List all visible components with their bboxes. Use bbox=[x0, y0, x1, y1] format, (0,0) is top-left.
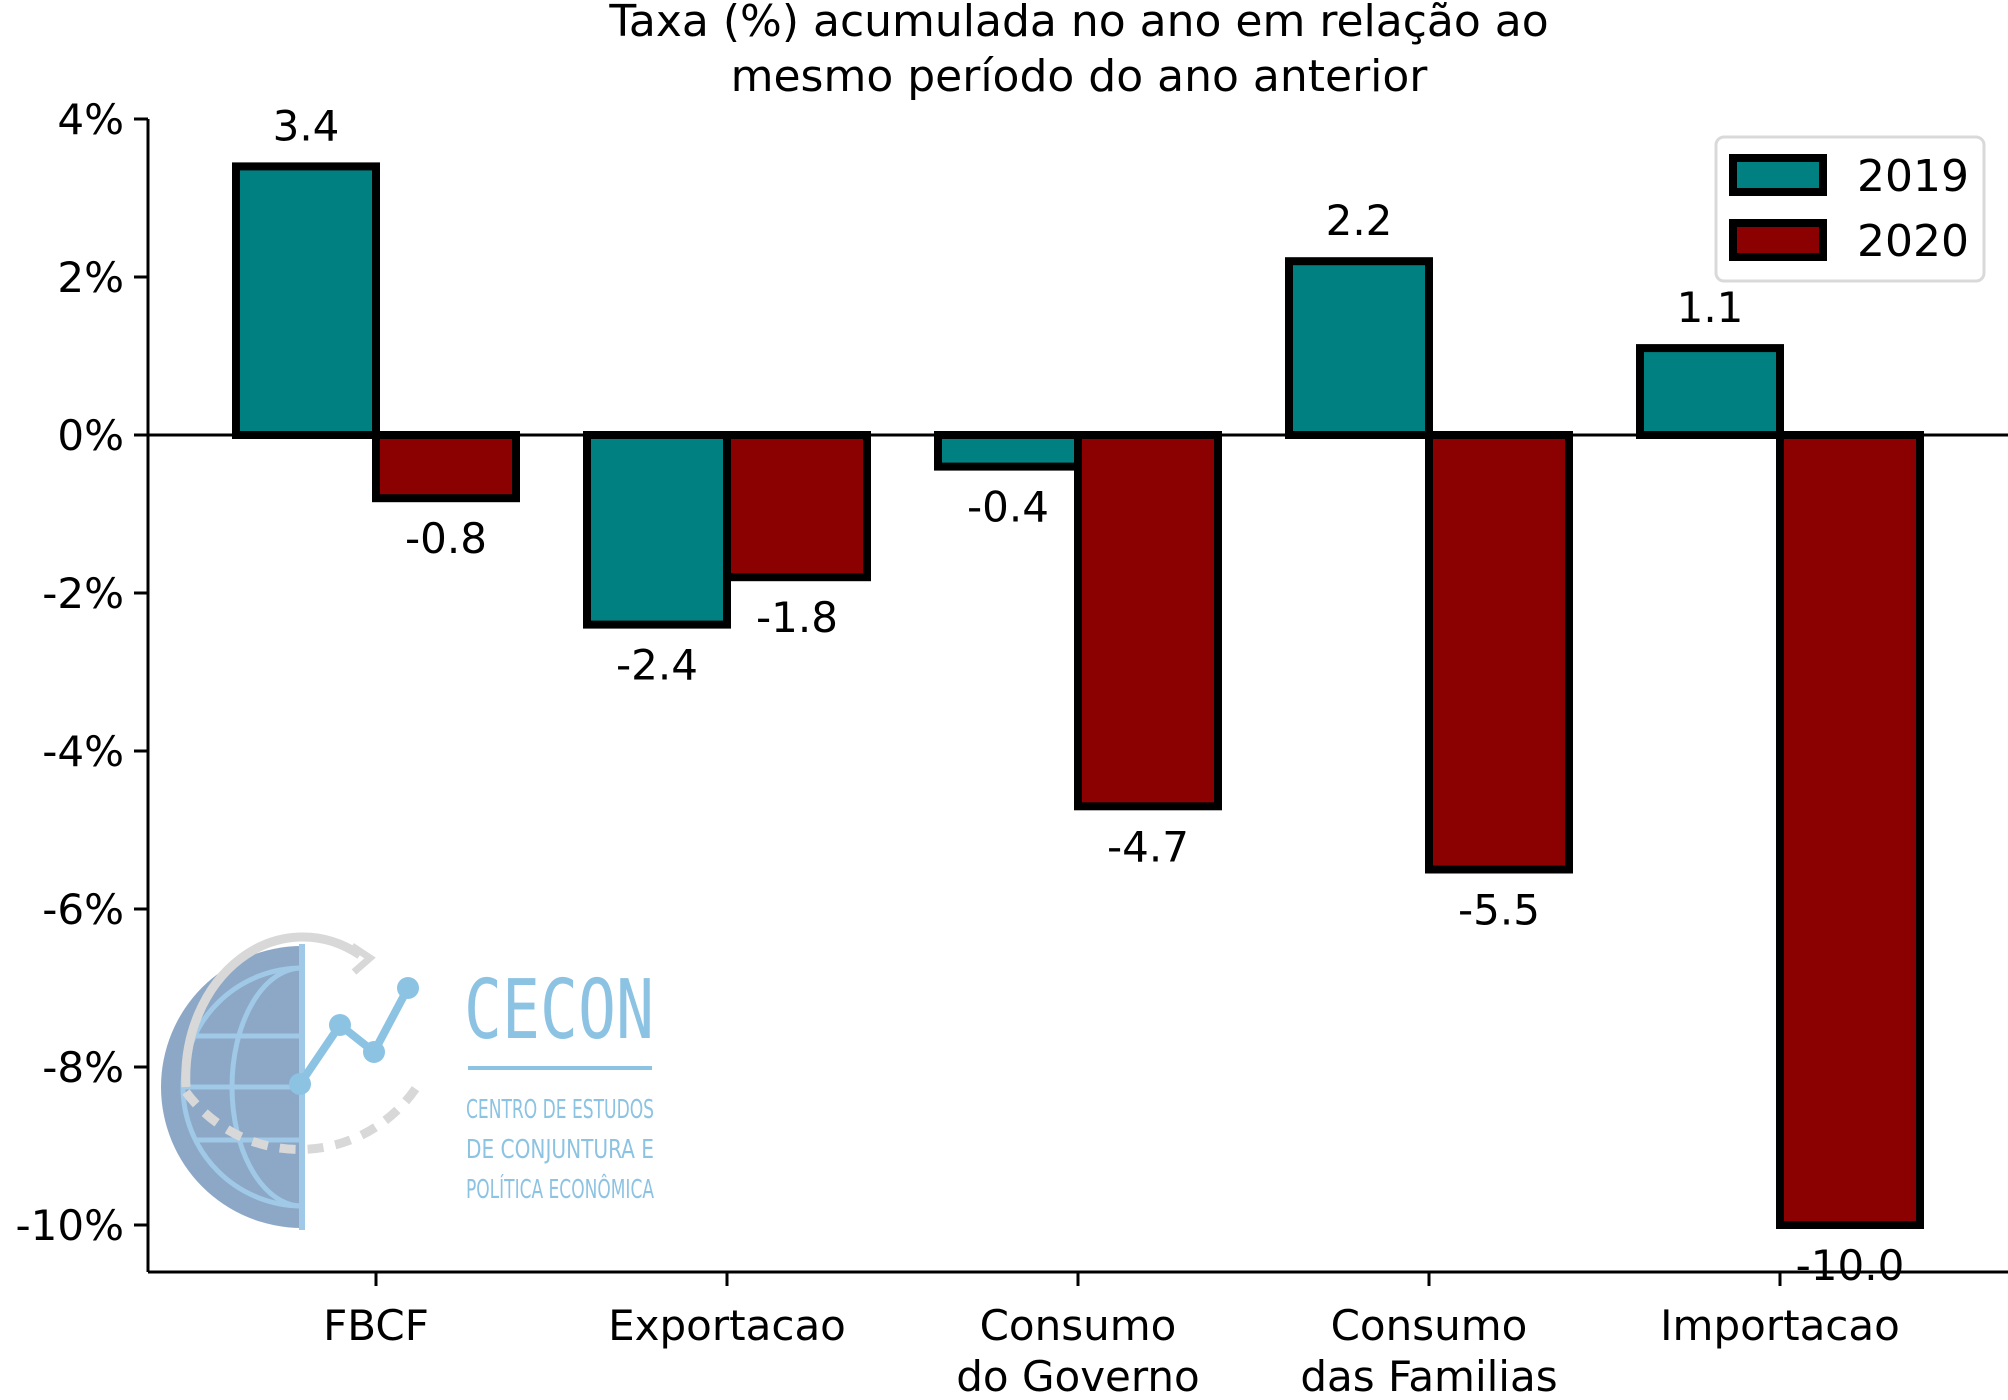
value-label-2020-4: -10.0 bbox=[1796, 1241, 1905, 1290]
x-tick-label: Importacao bbox=[1660, 1301, 1900, 1350]
y-tick-label: -2% bbox=[42, 569, 124, 618]
bar-2019-3 bbox=[1285, 257, 1433, 440]
bar-2020-4 bbox=[1776, 431, 1924, 1229]
legend-swatch-2019 bbox=[1729, 154, 1827, 196]
x-tick-label: Exportacao bbox=[608, 1301, 846, 1350]
x-tick-label: do Governo bbox=[956, 1352, 1200, 1400]
bar-2019-1 bbox=[583, 431, 731, 629]
y-tick-label: 4% bbox=[57, 95, 124, 144]
legend-label-2020: 2020 bbox=[1857, 216, 1969, 267]
legend-swatch-2020 bbox=[1729, 219, 1827, 261]
legend-label-2019: 2019 bbox=[1857, 151, 1969, 202]
y-tick-label: 2% bbox=[57, 253, 124, 302]
logo-subtitle-line-2: DE CONJUNTURA E bbox=[466, 1135, 654, 1165]
cecon-logo: CECON CENTRO DE ESTUDOS DE CONJUNTURA E … bbox=[161, 932, 654, 1230]
axes-group: 4% 2% 0% -2% -4% -6% -8% -10% FBCF Exportacao Cons… bbox=[15, 95, 2008, 1400]
chart-title: Taxa (%) acumulada no ano em relação ao … bbox=[608, 0, 1548, 102]
bar-2020-1 bbox=[723, 431, 871, 582]
bar-2019-4 bbox=[1636, 344, 1784, 440]
y-tick-label: -4% bbox=[42, 727, 124, 776]
value-label-2019-3: 2.2 bbox=[1326, 196, 1393, 245]
value-label-2019-0: 3.4 bbox=[273, 101, 340, 150]
x-tick-label: Consumo bbox=[980, 1301, 1177, 1350]
chart-title-line-2: mesmo período do ano anterior bbox=[731, 51, 1429, 102]
value-label-2020-0: -0.8 bbox=[405, 514, 487, 563]
value-label-2019-1: -2.4 bbox=[616, 641, 698, 690]
x-tick-label: das Familias bbox=[1300, 1352, 1557, 1400]
value-label-2020-1: -1.8 bbox=[756, 593, 838, 642]
y-tick-label: -10% bbox=[15, 1201, 124, 1250]
logo-subtitle-line-1: CENTRO DE ESTUDOS bbox=[466, 1095, 654, 1125]
bar-2020-3 bbox=[1425, 431, 1573, 874]
globe-chart-icon bbox=[161, 932, 422, 1230]
y-tick-label: -8% bbox=[42, 1043, 124, 1092]
x-tick-label: FBCF bbox=[323, 1301, 429, 1350]
x-tick-label: Consumo bbox=[1331, 1301, 1528, 1350]
value-label-2019-4: 1.1 bbox=[1677, 283, 1744, 332]
bars-group bbox=[232, 162, 1924, 1229]
legend: 2019 2020 bbox=[1714, 135, 1986, 283]
value-label-2020-3: -5.5 bbox=[1458, 886, 1540, 935]
y-tick-label: -6% bbox=[42, 885, 124, 934]
logo-subtitle-line-3: POLÍTICA ECONÔMICA bbox=[466, 1173, 654, 1205]
value-label-2019-2: -0.4 bbox=[967, 483, 1049, 532]
value-labels-group: 3.4 -2.4 -0.4 2.2 1.1 -0.8 -1.8 -4.7 -5.5 -10.0 bbox=[273, 101, 1905, 1290]
bar-2019-2 bbox=[934, 431, 1082, 471]
bar-2020-2 bbox=[1074, 431, 1222, 811]
logo-title: CECON bbox=[464, 963, 654, 1058]
bar-2019-0 bbox=[232, 162, 380, 439]
value-label-2020-2: -4.7 bbox=[1107, 822, 1189, 871]
y-tick-label: 0% bbox=[57, 411, 124, 460]
bar-2020-0 bbox=[372, 431, 520, 503]
chart-title-line-1: Taxa (%) acumulada no ano em relação ao bbox=[608, 0, 1548, 47]
